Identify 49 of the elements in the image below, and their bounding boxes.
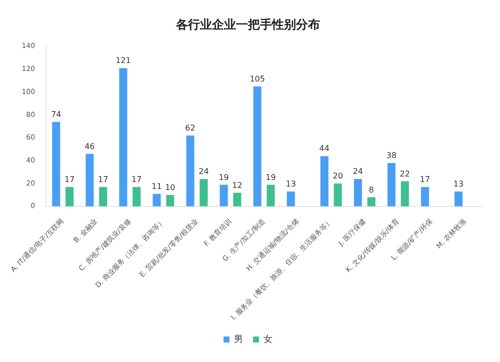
data-label: 12 bbox=[232, 180, 242, 190]
data-label: 121 bbox=[116, 56, 131, 66]
data-label: 17 bbox=[64, 175, 75, 184]
data-label: 105 bbox=[250, 74, 265, 84]
data-label: 10 bbox=[165, 183, 176, 192]
legend-label: 女 bbox=[264, 334, 272, 345]
bar bbox=[132, 186, 141, 206]
bar bbox=[420, 186, 430, 206]
data-label: 38 bbox=[386, 151, 397, 160]
data-label: 24 bbox=[352, 167, 364, 176]
bar bbox=[454, 192, 463, 206]
data-label: 46 bbox=[84, 142, 95, 151]
data-label: 44 bbox=[319, 144, 330, 154]
bar bbox=[66, 186, 74, 206]
bar bbox=[253, 86, 262, 206]
data-label: 13 bbox=[286, 180, 296, 189]
bar bbox=[152, 194, 161, 206]
data-label: 74 bbox=[51, 110, 62, 119]
data-label: 17 bbox=[132, 175, 142, 184]
bar bbox=[354, 178, 362, 206]
legend-label: 男 bbox=[234, 334, 243, 345]
bar bbox=[99, 186, 108, 206]
bar bbox=[220, 184, 228, 206]
bar bbox=[320, 156, 328, 206]
data-label: 17 bbox=[98, 175, 108, 184]
bar bbox=[400, 181, 409, 206]
data-label: 19 bbox=[266, 172, 276, 182]
data-label: 11 bbox=[152, 182, 162, 191]
bar bbox=[233, 192, 242, 206]
bar bbox=[200, 178, 208, 206]
data-label: 19 bbox=[218, 172, 229, 182]
bar bbox=[186, 136, 194, 206]
data-label: 20 bbox=[332, 172, 343, 181]
data-label: 17 bbox=[420, 175, 430, 184]
data-label: 22 bbox=[400, 169, 410, 178]
bar bbox=[286, 192, 295, 206]
chart-title: 各行业企业一把手性别分布 bbox=[175, 17, 320, 32]
bar bbox=[334, 184, 342, 206]
bar bbox=[266, 184, 275, 206]
bar bbox=[86, 154, 94, 206]
bar bbox=[367, 197, 376, 206]
bar bbox=[387, 162, 396, 206]
bar bbox=[166, 194, 174, 206]
bar bbox=[52, 122, 60, 206]
bar bbox=[119, 68, 128, 206]
data-label: 62 bbox=[185, 124, 196, 133]
data-label: 8 bbox=[368, 185, 374, 194]
data-label: 24 bbox=[198, 167, 209, 176]
data-label: 13 bbox=[453, 180, 464, 189]
